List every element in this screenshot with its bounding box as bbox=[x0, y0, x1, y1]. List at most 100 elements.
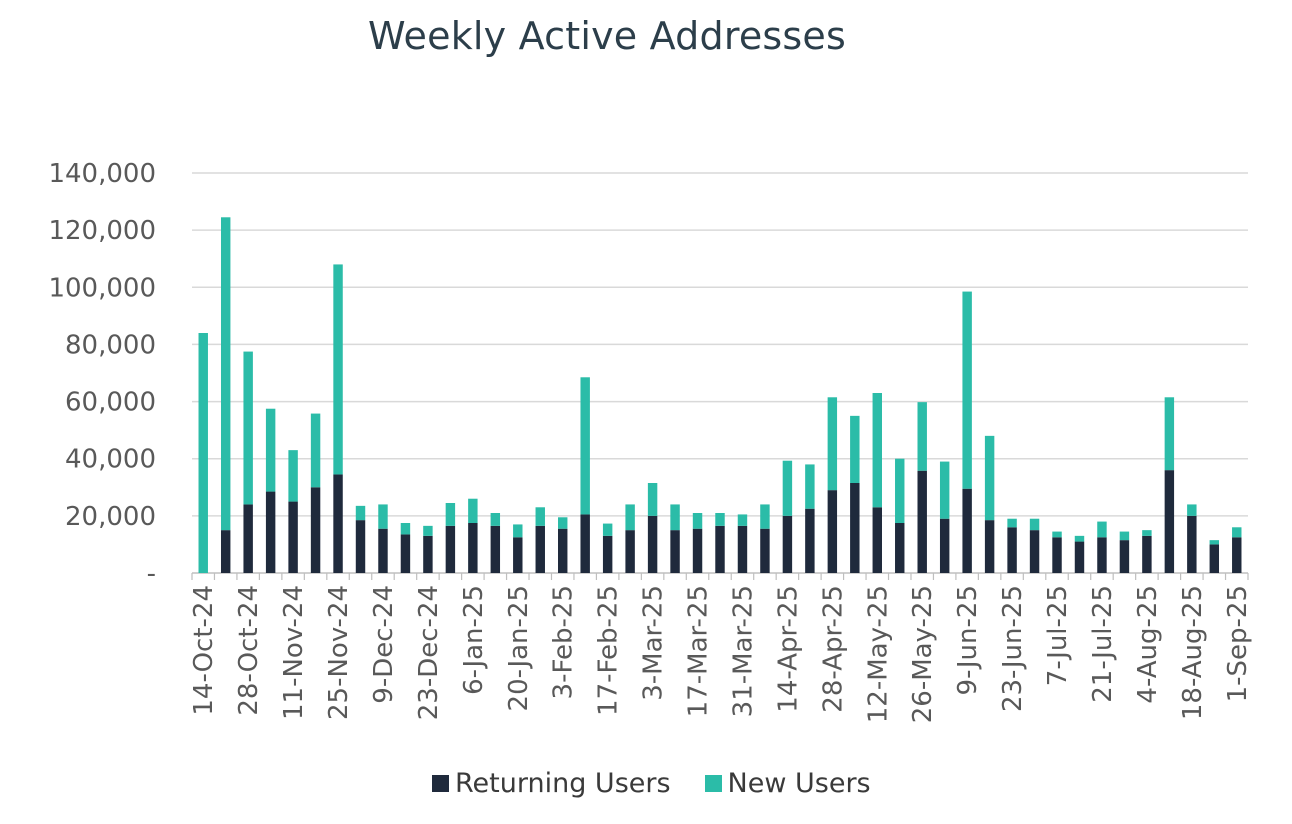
bar-returning bbox=[333, 474, 343, 573]
bar-returning bbox=[647, 515, 658, 573]
y-tick-label: - bbox=[147, 559, 156, 589]
legend-label-new: New Users bbox=[727, 768, 871, 799]
y-tick-label: 40,000 bbox=[65, 445, 156, 475]
bar-new bbox=[1142, 530, 1152, 536]
bar-returning bbox=[580, 514, 590, 573]
y-tick-label: 140,000 bbox=[48, 159, 156, 189]
bar-new bbox=[737, 514, 748, 526]
bar-new bbox=[782, 460, 793, 516]
bar-new bbox=[310, 413, 321, 488]
bar-new bbox=[333, 264, 343, 475]
bar-returning bbox=[782, 515, 793, 573]
bar-returning bbox=[1074, 541, 1085, 573]
bar-new bbox=[939, 461, 950, 519]
x-tick-label: 6-Jan-25 bbox=[459, 585, 489, 695]
y-tick-label: 20,000 bbox=[65, 502, 156, 532]
bar-returning bbox=[670, 530, 680, 573]
bar-new bbox=[378, 504, 388, 529]
bar-returning bbox=[1142, 535, 1152, 573]
bar-new bbox=[917, 402, 927, 471]
x-tick-label: 12-May-25 bbox=[863, 585, 893, 723]
bar-new bbox=[265, 408, 276, 492]
legend-item-new: New Users bbox=[704, 768, 871, 799]
bar-new bbox=[1029, 518, 1040, 531]
bar-returning bbox=[1164, 470, 1175, 573]
chart-title: Weekly Active Addresses bbox=[368, 14, 846, 58]
x-tick-label: 9-Dec-24 bbox=[369, 585, 399, 704]
bar-new bbox=[1052, 531, 1062, 538]
bar-returning bbox=[1007, 527, 1017, 573]
x-tick-label: 3-Feb-25 bbox=[549, 585, 579, 699]
bar-new bbox=[1097, 521, 1107, 538]
bar-new bbox=[288, 450, 298, 502]
bar-returning bbox=[445, 525, 456, 573]
bar-new bbox=[400, 523, 411, 535]
bar-new bbox=[1007, 518, 1017, 528]
bar-returning bbox=[872, 507, 882, 573]
bar-returning bbox=[1029, 530, 1040, 573]
legend-swatch-returning bbox=[432, 775, 449, 792]
bar-new bbox=[355, 505, 366, 521]
bar-new bbox=[1074, 535, 1085, 542]
bar-returning bbox=[737, 525, 748, 573]
bar-new bbox=[602, 523, 613, 536]
y-tick-label: 60,000 bbox=[65, 388, 156, 418]
bar-new bbox=[535, 507, 545, 526]
bar-new bbox=[558, 517, 568, 529]
bar-new bbox=[198, 333, 208, 573]
bar-returning bbox=[827, 490, 838, 573]
bar-new bbox=[1164, 397, 1175, 471]
x-tick-label: 9-Jun-25 bbox=[953, 585, 983, 695]
y-tick-label: 80,000 bbox=[65, 330, 156, 360]
bar-new bbox=[850, 415, 860, 483]
bar-new bbox=[984, 435, 995, 521]
x-tick-label: 17-Mar-25 bbox=[684, 585, 714, 717]
bar-returning bbox=[1097, 537, 1107, 573]
bar-new bbox=[490, 513, 501, 526]
x-tick-label: 31-Mar-25 bbox=[728, 585, 758, 717]
x-tick-label: 28-Apr-25 bbox=[818, 585, 848, 713]
bar-new bbox=[580, 377, 590, 515]
bar-returning bbox=[715, 525, 725, 573]
bar-returning bbox=[355, 520, 366, 573]
bar-new bbox=[692, 513, 703, 529]
x-tick-label: 18-Aug-25 bbox=[1178, 585, 1208, 720]
bar-returning bbox=[984, 520, 995, 573]
y-tick-label: 100,000 bbox=[48, 273, 156, 303]
bar-returning bbox=[962, 488, 972, 573]
legend-item-returning: Returning Users bbox=[432, 768, 671, 799]
bar-new bbox=[1209, 540, 1220, 545]
bar-new bbox=[805, 464, 815, 509]
bar-new bbox=[1232, 527, 1242, 538]
bar-new bbox=[760, 504, 770, 529]
bar-returning bbox=[760, 528, 770, 573]
x-tick-label: 23-Dec-24 bbox=[414, 585, 444, 720]
bar-returning bbox=[490, 525, 501, 573]
bar-returning bbox=[288, 501, 298, 573]
bar-new bbox=[513, 524, 523, 538]
bar-returning bbox=[625, 530, 635, 573]
bar-returning bbox=[1119, 540, 1130, 573]
bar-new bbox=[468, 498, 478, 523]
bar-returning bbox=[1187, 515, 1197, 573]
bar-returning bbox=[895, 523, 905, 573]
x-tick-label: 25-Nov-24 bbox=[324, 585, 354, 720]
bar-returning bbox=[468, 523, 478, 573]
x-tick-label: 23-Jun-25 bbox=[998, 585, 1028, 712]
bar-returning bbox=[805, 508, 815, 573]
bar-returning bbox=[1232, 537, 1242, 573]
bar-returning bbox=[378, 528, 388, 573]
bar-new bbox=[1187, 504, 1197, 516]
bar-returning bbox=[850, 483, 860, 573]
bar-returning bbox=[1209, 544, 1220, 573]
bar-returning bbox=[513, 537, 523, 573]
y-tick-label: 120,000 bbox=[48, 216, 156, 246]
bar-returning bbox=[400, 534, 411, 573]
bar-returning bbox=[220, 530, 231, 573]
bar-new bbox=[962, 291, 972, 489]
bar-new bbox=[827, 397, 838, 491]
bar-returning bbox=[423, 535, 433, 573]
bar-new bbox=[872, 393, 882, 508]
bar-new bbox=[423, 525, 433, 536]
bar-new bbox=[670, 504, 680, 531]
